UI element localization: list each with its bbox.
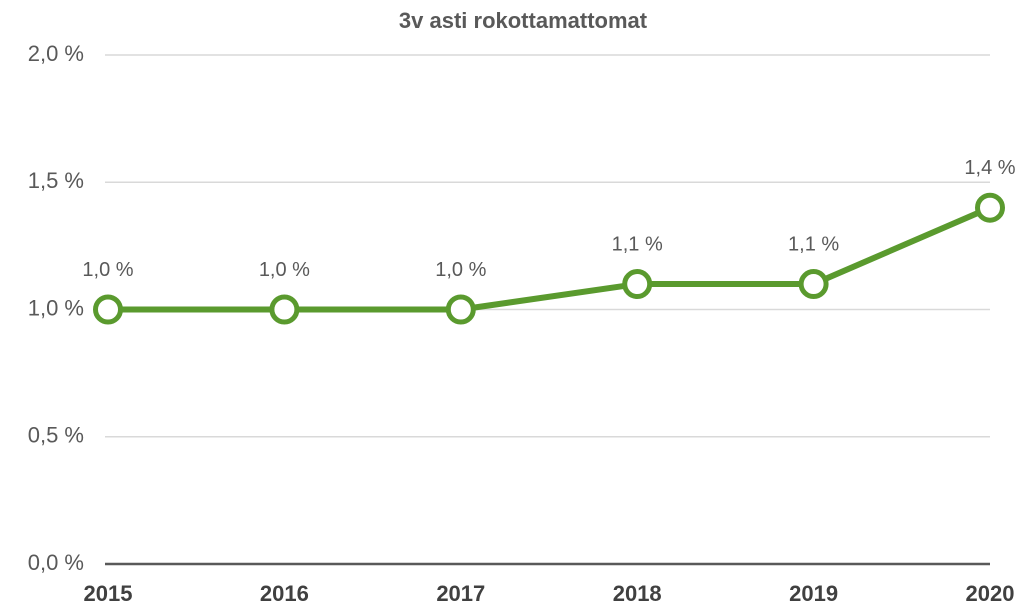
y-tick-label: 1,0 %	[28, 295, 84, 320]
x-tick-label: 2018	[613, 581, 662, 606]
y-tick-label: 1,5 %	[28, 168, 84, 193]
data-label: 1,0 %	[82, 259, 133, 281]
data-point	[798, 269, 829, 300]
data-label: 1,1 %	[788, 233, 839, 255]
x-tick-label: 2015	[84, 581, 133, 606]
y-tick-label: 0,0 %	[28, 550, 84, 575]
data-label: 1,4 %	[964, 157, 1015, 179]
data-point	[622, 269, 653, 300]
x-tick-label: 2020	[966, 581, 1015, 606]
data-point	[269, 294, 300, 325]
data-label: 1,0 %	[259, 259, 310, 281]
data-label: 1,1 %	[612, 233, 663, 255]
series-line	[108, 204, 992, 313]
x-tick-label: 2016	[260, 581, 309, 606]
y-tick-label: 0,5 %	[28, 423, 84, 448]
data-point	[93, 294, 123, 325]
data-point	[975, 192, 1005, 223]
y-tick-label: 2,0 %	[28, 41, 84, 66]
data-point	[445, 294, 476, 325]
data-label: 1,0 %	[435, 259, 486, 281]
chart-title: 3v asti rokottamattomat	[399, 8, 648, 33]
x-tick-label: 2017	[436, 581, 485, 606]
x-tick-label: 2019	[789, 581, 838, 606]
